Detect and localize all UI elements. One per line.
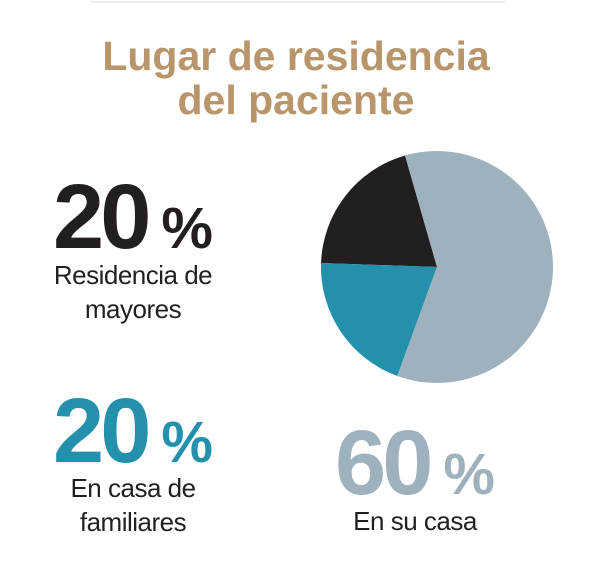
pie-slice (321, 155, 437, 267)
value-number: 20 (53, 166, 148, 268)
value-label: 20% (53, 166, 213, 268)
category-label: Residencia de mayores (54, 260, 212, 324)
category-label: En su casa (353, 506, 478, 536)
pie-slice (397, 151, 553, 383)
value-unit: % (443, 442, 495, 507)
text-line: En su casa (353, 506, 478, 536)
value-label: 60% (335, 412, 495, 514)
value-unit: % (161, 410, 213, 475)
category-label: En casa de familiares (70, 473, 195, 537)
value-number: 20 (53, 380, 148, 482)
chart-title: Lugar de residencia del paciente (102, 33, 491, 123)
pie-slice (321, 262, 437, 377)
text-line: Residencia de (54, 260, 212, 290)
text-line: del paciente (178, 77, 415, 123)
text-line: En casa de (70, 473, 195, 503)
value-number: 60 (335, 412, 430, 514)
text-line: Lugar de residencia (102, 33, 491, 79)
value-unit: % (161, 196, 213, 261)
text-line: mayores (85, 294, 182, 324)
text-line: familiares (80, 507, 187, 537)
value-label: 20% (53, 380, 213, 482)
